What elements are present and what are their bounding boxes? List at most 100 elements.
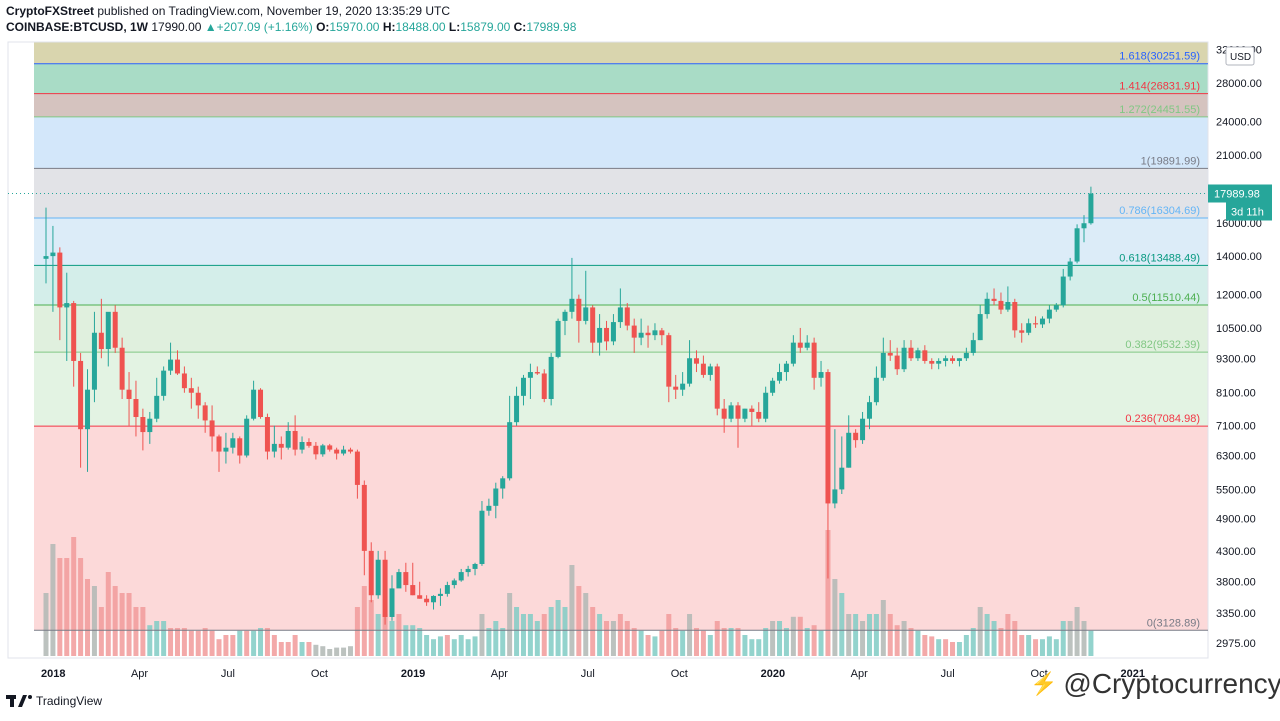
volume-bar — [742, 635, 748, 656]
volume-bar — [396, 614, 402, 656]
volume-bar — [1033, 639, 1039, 656]
candle — [140, 417, 146, 433]
candle — [714, 366, 720, 409]
candle — [375, 559, 381, 596]
x-tick-label: Oct — [671, 668, 688, 680]
volume-bar — [749, 639, 755, 656]
candle — [258, 389, 264, 418]
countdown-tag — [1226, 202, 1272, 221]
candle — [237, 438, 243, 456]
candle — [610, 322, 616, 342]
volume-bar — [424, 635, 430, 656]
volume-bar — [417, 628, 423, 656]
volume-bar — [1088, 630, 1094, 656]
fib-zone-above-1618 — [34, 42, 1208, 64]
candle — [1046, 309, 1052, 319]
candle — [500, 478, 506, 489]
volume-bar — [624, 621, 630, 656]
volume-bar — [604, 621, 610, 656]
candle — [244, 418, 250, 456]
candle — [174, 359, 180, 374]
volume-bar — [486, 628, 492, 656]
volume-bar — [555, 600, 561, 656]
y-tick-label: 3350.00 — [1216, 608, 1256, 620]
publish-info: CryptoFXStreet published on TradingView.… — [6, 4, 450, 18]
x-tick-label: Apr — [851, 668, 868, 680]
fib-zone-0236-0382 — [34, 352, 1208, 427]
y-tick-label: 16000.00 — [1216, 218, 1262, 230]
volume-bar — [659, 630, 665, 656]
candle — [756, 411, 762, 419]
candle — [693, 358, 699, 364]
low-value: 15879.00 — [460, 20, 511, 34]
candle — [354, 451, 360, 485]
volume-bar — [673, 628, 679, 656]
volume-bar — [866, 614, 872, 656]
candle — [223, 447, 229, 452]
volume-bar — [645, 635, 651, 656]
fib-label-0-786: 0.786(16304.69) — [1119, 205, 1200, 217]
symbol-label: COINBASE:BTCUSD, 1W — [6, 20, 149, 34]
candle — [873, 377, 879, 403]
volume-bar — [278, 642, 284, 656]
volume-bar — [195, 630, 201, 656]
candle — [98, 332, 104, 350]
y-tick-label: 6300.00 — [1216, 451, 1256, 463]
volume-bar — [188, 630, 194, 656]
volume-bar — [161, 621, 167, 656]
candle — [1067, 261, 1073, 277]
fib-label-1-272: 1.272(24451.55) — [1119, 104, 1200, 116]
fib-zone-1272-1414 — [34, 93, 1208, 117]
twitter-like-icon: ⚡ — [1030, 671, 1058, 696]
fib-label-1-618: 1.618(30251.59) — [1119, 51, 1200, 63]
volume-bar — [500, 628, 506, 656]
x-tick-label: 2020 — [761, 668, 785, 680]
candle — [347, 449, 353, 452]
candle — [922, 350, 928, 361]
fib-zone-1414-1618 — [34, 63, 1208, 94]
tradingview-brand[interactable]: TradingView — [6, 694, 102, 708]
candle — [361, 484, 367, 551]
candle — [292, 430, 298, 450]
volume-bar — [91, 586, 97, 656]
volume-bar — [451, 639, 457, 656]
candle — [790, 342, 796, 364]
candle — [520, 377, 526, 396]
y-tick-label: 10500.00 — [1216, 323, 1262, 335]
volume-bar — [493, 621, 499, 656]
candle — [548, 356, 554, 399]
x-tick-label: 2018 — [41, 668, 65, 680]
candle — [403, 572, 409, 586]
candle — [334, 449, 340, 454]
candle — [1019, 330, 1025, 333]
volume-bar — [223, 635, 229, 656]
candle — [929, 360, 935, 364]
volume-bar — [853, 614, 859, 656]
publisher-name[interactable]: CryptoFXStreet — [6, 4, 95, 18]
candle — [963, 352, 969, 359]
candle — [168, 359, 174, 371]
fib-label-1: 1(19891.99) — [1141, 155, 1200, 167]
volume-bar — [112, 586, 118, 656]
volume-bar — [534, 621, 540, 656]
volume-bar — [98, 607, 104, 656]
candle — [437, 593, 443, 596]
candle — [853, 432, 859, 441]
volume-bar — [258, 628, 264, 656]
volume-bar — [770, 621, 776, 656]
candle — [541, 373, 547, 399]
volume-bar — [756, 639, 762, 656]
candle — [472, 563, 478, 569]
candle — [977, 314, 983, 341]
volume-bar — [569, 565, 575, 656]
volume-bar — [126, 593, 132, 656]
y-tick-label: 7100.00 — [1216, 421, 1256, 433]
candle — [264, 417, 270, 452]
volume-bar — [527, 614, 533, 656]
fib-label-0-618: 0.618(13488.49) — [1119, 252, 1200, 264]
volume-bar — [652, 636, 658, 656]
candle — [1039, 318, 1045, 325]
volume-bar — [264, 628, 270, 656]
candle — [555, 320, 561, 357]
